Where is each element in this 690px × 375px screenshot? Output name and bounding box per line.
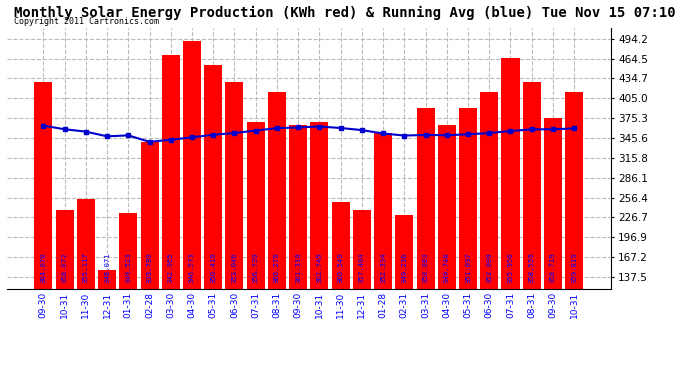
Text: 352.334: 352.334 [380, 253, 386, 284]
Text: 357.404: 357.404 [359, 253, 365, 284]
Text: 359.819: 359.819 [571, 253, 577, 284]
Text: 360.279: 360.279 [274, 253, 280, 284]
Text: 353.009: 353.009 [486, 253, 492, 284]
Text: 356.739: 356.739 [253, 253, 259, 284]
Bar [310, 122, 328, 369]
Text: 358.672: 358.672 [61, 253, 68, 284]
Bar [437, 125, 456, 369]
Text: 348.071: 348.071 [104, 253, 110, 284]
Bar [523, 82, 541, 369]
Bar [417, 108, 435, 369]
Text: 360.549: 360.549 [337, 253, 344, 284]
Bar [502, 58, 520, 369]
Bar [268, 92, 286, 369]
Text: 350.419: 350.419 [210, 253, 216, 284]
Text: 342.965: 342.965 [168, 253, 174, 284]
Bar [98, 270, 116, 369]
Text: 361.319: 361.319 [295, 253, 301, 284]
Bar [332, 202, 350, 369]
Text: 362.749: 362.749 [317, 253, 322, 284]
Bar [353, 210, 371, 369]
Text: 339.789: 339.789 [146, 253, 152, 284]
Bar [246, 122, 265, 369]
Bar [34, 82, 52, 369]
Bar [183, 42, 201, 369]
Text: 349.740: 349.740 [444, 253, 450, 284]
Bar [77, 198, 95, 369]
Bar [204, 65, 222, 369]
Text: 355.950: 355.950 [507, 253, 513, 284]
Bar [374, 134, 392, 369]
Text: Monthly Solar Energy Production (KWh red) & Running Avg (blue) Tue Nov 15 07:10: Monthly Solar Energy Production (KWh red… [14, 6, 676, 20]
Bar [56, 210, 74, 369]
Text: 350.083: 350.083 [422, 253, 428, 284]
Bar [459, 108, 477, 369]
Bar [226, 82, 244, 369]
Bar [544, 118, 562, 369]
Text: 355.117: 355.117 [83, 253, 89, 284]
Text: 353.046: 353.046 [231, 253, 237, 284]
Bar [395, 215, 413, 369]
Text: 364.070: 364.070 [41, 253, 46, 284]
Text: 349.523: 349.523 [126, 253, 131, 284]
Bar [119, 213, 137, 369]
Text: 358.719: 358.719 [550, 253, 556, 284]
Bar [565, 92, 583, 369]
Text: 358.559: 358.559 [529, 253, 535, 284]
Bar [141, 142, 159, 369]
Text: Copyright 2011 Cartronics.com: Copyright 2011 Cartronics.com [14, 17, 159, 26]
Text: 349.236: 349.236 [402, 253, 407, 284]
Bar [161, 55, 180, 369]
Bar [289, 125, 307, 369]
Text: 351.097: 351.097 [465, 253, 471, 284]
Bar [480, 92, 498, 369]
Text: 346.573: 346.573 [189, 253, 195, 284]
